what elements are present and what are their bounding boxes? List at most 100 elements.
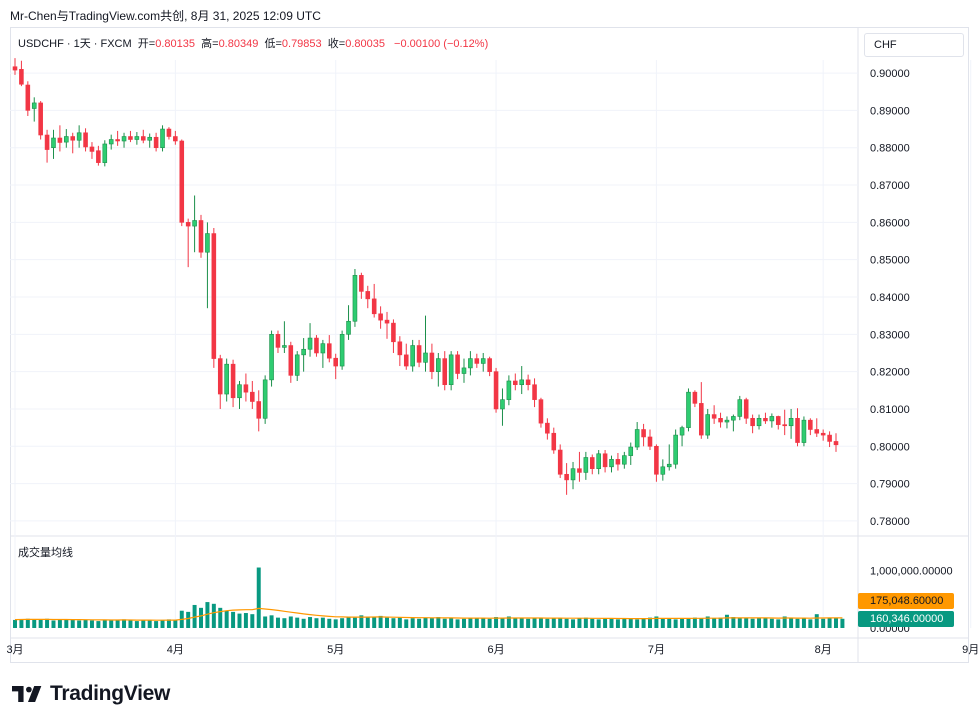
- volume-bar: [603, 618, 608, 628]
- candle-body: [480, 358, 486, 364]
- candle-body: [756, 417, 762, 427]
- candle-body: [346, 320, 351, 335]
- volume-bar: [128, 620, 133, 628]
- candle-body: [724, 419, 730, 423]
- volume-bar: [256, 567, 261, 628]
- volume-bar: [173, 619, 178, 628]
- volume-bar: [134, 621, 139, 628]
- volume-bar: [654, 616, 659, 628]
- volume-bar: [834, 617, 838, 628]
- volume-bar: [538, 617, 543, 628]
- volume-bar: [410, 618, 415, 628]
- volume-bar: [461, 618, 466, 628]
- volume-bar: [699, 618, 704, 628]
- candle-body: [596, 453, 601, 469]
- volume-bar: [673, 619, 678, 628]
- volume-bar: [648, 617, 652, 628]
- volume-bar: [365, 616, 370, 628]
- volume-bar: [468, 618, 473, 628]
- currency-button[interactable]: CHF: [864, 33, 964, 57]
- volume-bar: [160, 619, 165, 628]
- y-tick-label: 0.82000: [870, 367, 910, 379]
- candle-body: [70, 136, 76, 141]
- candle-body: [192, 220, 197, 227]
- candle-body: [827, 434, 832, 442]
- volume-bar: [295, 617, 300, 628]
- candle-body: [493, 371, 499, 410]
- volume-bar: [211, 603, 216, 628]
- caption-site: TradingView.com: [68, 9, 161, 23]
- volume-bar: [757, 618, 762, 628]
- x-tick-label: 5月: [327, 644, 344, 656]
- volume-bar: [494, 617, 499, 628]
- candle-body: [410, 345, 415, 367]
- candle-body: [359, 275, 364, 292]
- candle-body: [371, 298, 377, 315]
- candle-body: [403, 354, 409, 367]
- y-tick-label: 0.84000: [870, 292, 910, 304]
- candle-body: [474, 358, 480, 364]
- candle-body: [397, 341, 403, 356]
- candle-body: [185, 222, 191, 227]
- volume-bar: [243, 613, 248, 628]
- volume-bar: [64, 619, 69, 628]
- x-tick-label: 8月: [815, 644, 832, 656]
- volume-bar: [519, 618, 524, 628]
- volume-bar: [385, 617, 390, 628]
- candle-body: [12, 66, 18, 71]
- volume-bar: [724, 614, 729, 628]
- candle-body: [198, 220, 204, 253]
- x-tick-label: 9月: [962, 644, 979, 656]
- candle-body: [250, 391, 255, 402]
- candle-body: [795, 417, 800, 443]
- candle-body: [147, 136, 152, 141]
- candle-body: [564, 473, 569, 481]
- candle-body: [51, 137, 56, 149]
- candle-body: [673, 434, 678, 465]
- y-tick-label: 0.90000: [870, 68, 910, 80]
- volume-ma-line: [14, 607, 843, 621]
- legend-open: 0.80135: [155, 38, 195, 50]
- volume-bar: [487, 618, 492, 628]
- candle-body: [314, 337, 319, 354]
- volume-bar: [718, 617, 723, 628]
- volume-bar: [166, 619, 171, 628]
- candle-body: [692, 391, 698, 404]
- volume-bar: [115, 619, 120, 628]
- candle-body: [205, 233, 210, 253]
- candle-body: [160, 128, 165, 149]
- volume-bar: [89, 620, 94, 628]
- legend-change: −0.00100 (−0.12%): [394, 38, 489, 50]
- candle-body: [19, 69, 24, 85]
- volume-bar: [102, 619, 107, 628]
- volume-bar: [545, 618, 550, 628]
- candle-body: [269, 334, 274, 381]
- volume-bar: [596, 619, 601, 628]
- volume-bar: [192, 604, 197, 628]
- volume-bar: [218, 607, 223, 628]
- candle-body: [609, 459, 614, 468]
- candle-body: [461, 367, 467, 374]
- candle-body: [153, 136, 159, 149]
- candle-body: [577, 468, 582, 473]
- volume-bar: [590, 618, 595, 628]
- tradingview-logo: TradingView: [12, 682, 170, 706]
- candle-body: [327, 343, 332, 359]
- volume-bar: [622, 618, 627, 628]
- y-tick-label: 0.85000: [870, 255, 910, 267]
- volume-bar: [122, 619, 127, 628]
- chart-caption: Mr-Chen与TradingView.com共创, 8月 31, 2025 1…: [10, 9, 321, 23]
- candle-body: [166, 128, 172, 137]
- volume-bar: [737, 618, 742, 628]
- candle-body: [89, 146, 95, 152]
- candle-body: [243, 384, 249, 393]
- volume-bar: [769, 618, 774, 628]
- volume-axis-label: 1,000,000.00000: [870, 565, 953, 577]
- candle-body: [788, 417, 794, 427]
- candle-body: [140, 136, 146, 141]
- candle-body: [275, 334, 281, 348]
- volume-bar: [763, 617, 768, 628]
- volume-bar: [526, 618, 531, 628]
- candle-body: [128, 136, 133, 140]
